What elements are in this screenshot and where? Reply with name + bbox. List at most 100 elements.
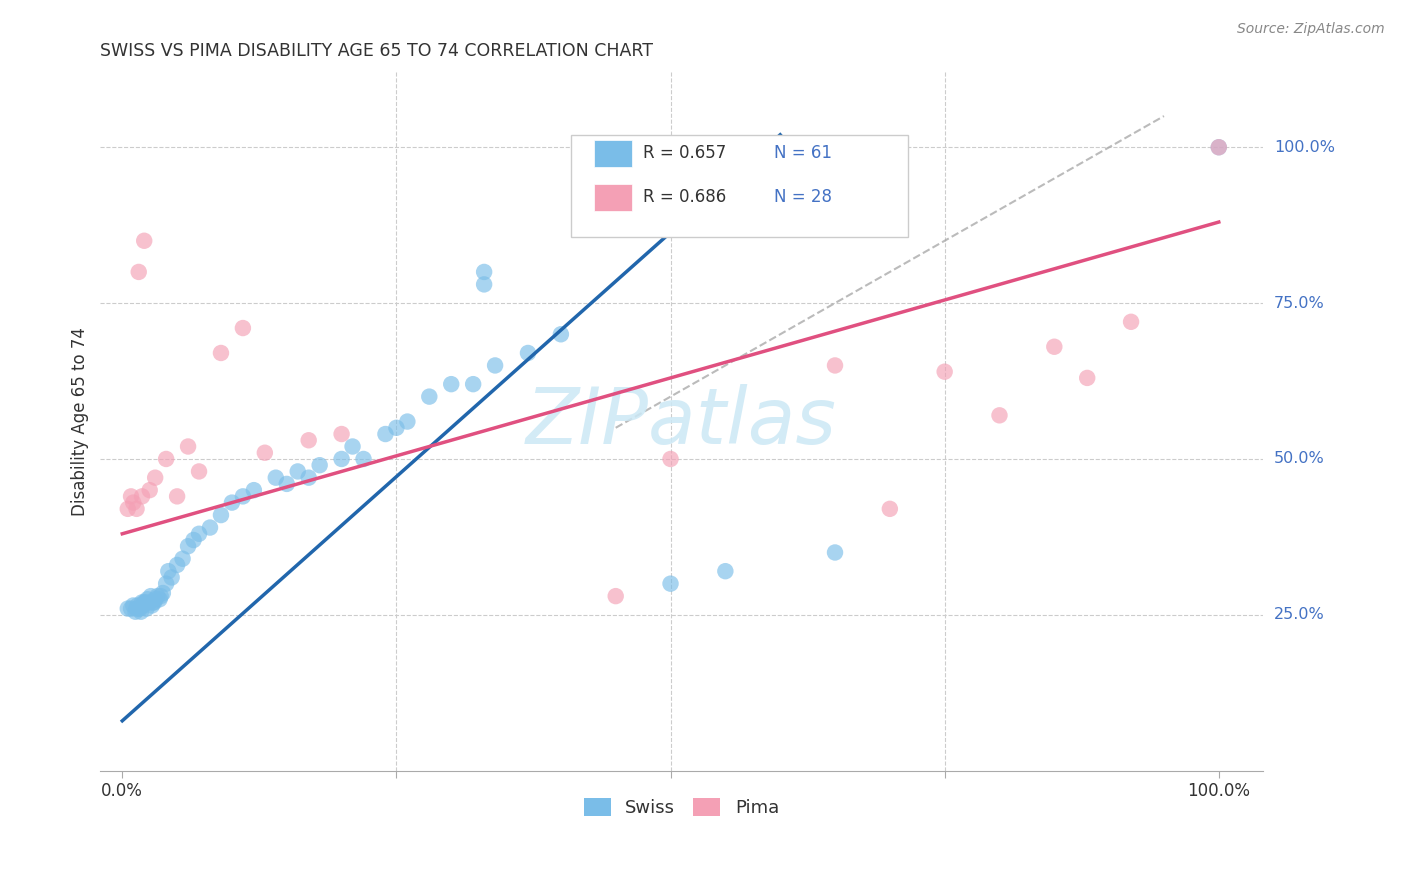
Point: [276, 476, 298, 491]
Point: [155, 452, 177, 467]
Text: Source: ZipAtlas.com: Source: ZipAtlas.com: [1237, 22, 1385, 37]
Point: [146, 589, 169, 603]
FancyBboxPatch shape: [595, 184, 631, 211]
Text: N = 61: N = 61: [775, 145, 832, 162]
Text: 75.0%: 75.0%: [1274, 295, 1324, 310]
Point: [659, 452, 682, 467]
Point: [120, 489, 142, 503]
FancyBboxPatch shape: [571, 136, 908, 236]
Point: [143, 595, 166, 609]
Point: [125, 501, 148, 516]
Point: [166, 558, 188, 572]
Point: [157, 564, 180, 578]
Text: 100.0%: 100.0%: [1274, 140, 1334, 154]
Point: [472, 277, 495, 292]
Point: [484, 359, 506, 373]
Point: [517, 346, 540, 360]
Point: [198, 520, 221, 534]
Point: [243, 483, 266, 497]
Text: R = 0.657: R = 0.657: [643, 145, 727, 162]
Point: [330, 452, 353, 467]
Point: [209, 508, 232, 522]
Point: [166, 489, 188, 503]
Point: [142, 595, 165, 609]
Point: [374, 427, 396, 442]
Point: [132, 599, 155, 613]
Text: 25.0%: 25.0%: [1274, 607, 1324, 623]
Point: [148, 592, 170, 607]
Point: [824, 359, 846, 373]
Point: [128, 601, 150, 615]
Point: [1043, 340, 1066, 354]
Point: [385, 421, 408, 435]
Point: [177, 539, 200, 553]
Point: [149, 589, 172, 603]
Point: [128, 601, 150, 615]
Point: [342, 440, 364, 454]
Point: [659, 576, 682, 591]
Point: [134, 595, 156, 609]
Legend: Swiss, Pima: Swiss, Pima: [576, 790, 786, 824]
Point: [232, 489, 254, 503]
Point: [605, 589, 627, 603]
Point: [440, 377, 463, 392]
Point: [141, 599, 163, 613]
Point: [134, 234, 156, 248]
Point: [131, 489, 153, 503]
Point: [155, 576, 177, 591]
Point: [1119, 315, 1142, 329]
Point: [124, 605, 146, 619]
Point: [160, 570, 183, 584]
Point: [1208, 140, 1230, 154]
Point: [127, 599, 149, 613]
Point: [253, 446, 276, 460]
Point: [143, 592, 166, 607]
Point: [1076, 371, 1098, 385]
Text: SWISS VS PIMA DISABILITY AGE 65 TO 74 CORRELATION CHART: SWISS VS PIMA DISABILITY AGE 65 TO 74 CO…: [100, 42, 654, 60]
Text: 50.0%: 50.0%: [1274, 451, 1324, 467]
Point: [550, 327, 572, 342]
Point: [1208, 140, 1230, 154]
Point: [183, 533, 205, 547]
Point: [298, 471, 321, 485]
Point: [209, 346, 232, 360]
Point: [298, 434, 321, 448]
Point: [308, 458, 330, 473]
Point: [396, 415, 419, 429]
Text: ZIPatlas: ZIPatlas: [526, 384, 837, 459]
Point: [188, 526, 211, 541]
Point: [824, 545, 846, 559]
Point: [122, 495, 145, 509]
Point: [136, 592, 159, 607]
FancyBboxPatch shape: [595, 140, 631, 167]
Point: [232, 321, 254, 335]
Point: [463, 377, 485, 392]
Point: [143, 471, 166, 485]
Point: [353, 452, 375, 467]
Point: [128, 265, 150, 279]
Y-axis label: Disability Age 65 to 74: Disability Age 65 to 74: [72, 327, 89, 516]
Point: [472, 265, 495, 279]
Point: [934, 365, 956, 379]
Point: [134, 595, 156, 609]
Point: [879, 501, 901, 516]
Text: R = 0.686: R = 0.686: [643, 188, 727, 206]
Point: [122, 599, 145, 613]
Point: [264, 471, 287, 485]
Point: [221, 495, 243, 509]
Point: [287, 465, 309, 479]
Point: [117, 601, 139, 615]
Point: [330, 427, 353, 442]
Point: [988, 409, 1011, 423]
Point: [135, 601, 157, 615]
Point: [152, 586, 174, 600]
Point: [139, 589, 162, 603]
Point: [172, 551, 194, 566]
Point: [177, 440, 200, 454]
Point: [138, 483, 160, 497]
Point: [117, 501, 139, 516]
Text: N = 28: N = 28: [775, 188, 832, 206]
Point: [188, 465, 211, 479]
Point: [129, 605, 152, 619]
Point: [418, 390, 440, 404]
